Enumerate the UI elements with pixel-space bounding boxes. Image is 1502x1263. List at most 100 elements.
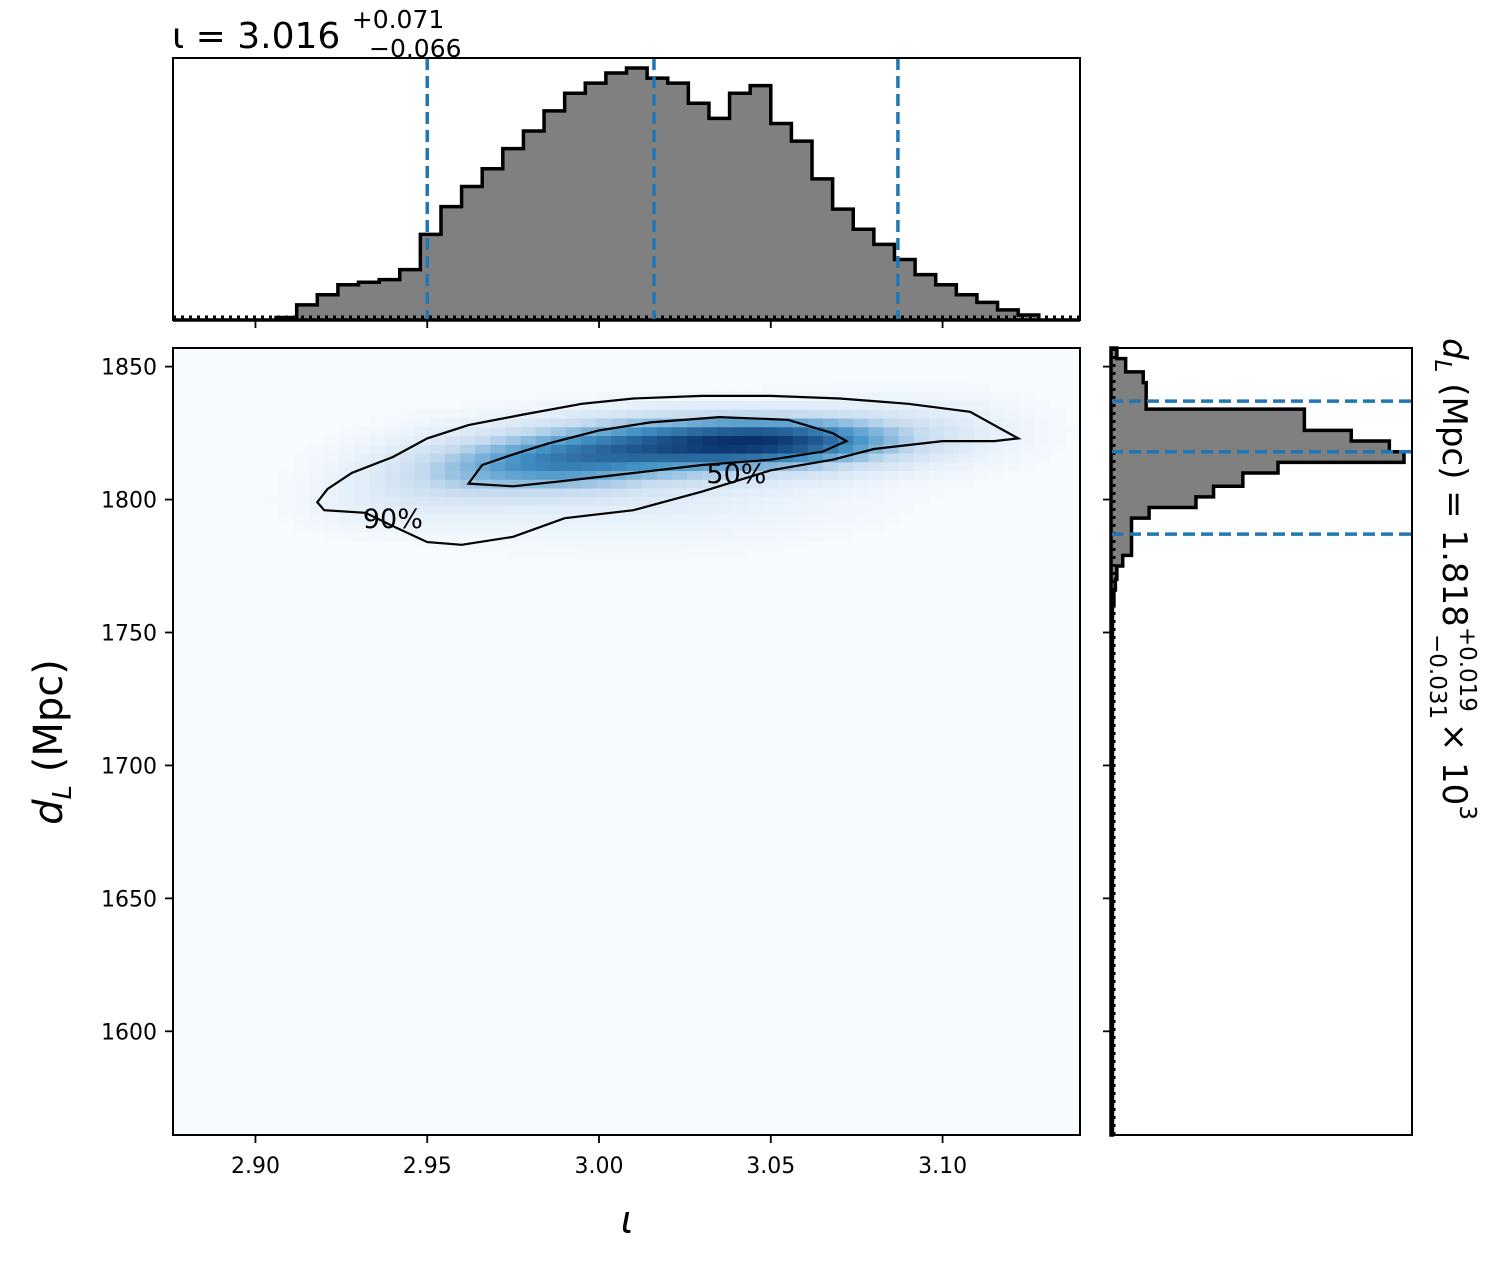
heatmap-cell — [928, 417, 945, 428]
heatmap-cell — [581, 461, 597, 472]
top-frame — [172, 57, 1081, 321]
heatmap-cell — [777, 470, 794, 480]
heatmap-cell — [520, 417, 537, 428]
heatmap-cell — [989, 391, 1006, 402]
heatmap-cell — [429, 522, 446, 533]
heatmap-cell — [898, 487, 915, 498]
heatmap-cell — [792, 479, 809, 489]
heatmap-cell — [641, 452, 658, 463]
heatmap-cell — [792, 514, 809, 524]
heatmap-cell — [853, 452, 869, 463]
heatmap-cell — [702, 409, 718, 419]
heatmap-cell — [717, 444, 733, 454]
heatmap-cell — [505, 522, 522, 533]
heatmap-cell — [792, 435, 809, 445]
heatmap-cell — [702, 470, 718, 480]
heatmap-cell — [656, 505, 673, 515]
heatmap-cell — [959, 479, 975, 489]
heatmap-cell — [928, 382, 945, 393]
heatmap-cell — [671, 514, 688, 524]
heatmap-cell — [792, 531, 809, 541]
heatmap-cell — [626, 426, 643, 437]
heatmap-cell — [928, 470, 945, 480]
heatmap-cell — [566, 487, 582, 498]
heatmap-cell — [460, 470, 476, 480]
heatmap-cell — [475, 531, 492, 541]
heatmap-cell — [974, 409, 990, 419]
heatmap-cell — [928, 461, 945, 472]
heatmap-cell — [777, 382, 794, 393]
heatmap-cell — [414, 426, 431, 437]
heatmap-cell — [717, 417, 733, 428]
heatmap-cell — [535, 505, 552, 515]
heatmap-cell — [913, 409, 930, 419]
heatmap-cell — [626, 461, 643, 472]
heatmap-cell — [656, 400, 673, 410]
heatmap-cell — [445, 444, 461, 454]
heatmap-cell — [611, 435, 628, 445]
heatmap-cell — [717, 505, 733, 515]
heatmap-cell — [399, 470, 416, 480]
heatmap-cell — [974, 426, 990, 437]
heatmap-cell — [747, 487, 764, 498]
x-tick-label: 3.00 — [575, 1154, 624, 1179]
heatmap-cell — [777, 400, 794, 410]
heatmap-cell — [838, 382, 854, 393]
heatmap-cell — [868, 514, 885, 524]
heatmap-cell — [853, 426, 869, 437]
heatmap-cell — [429, 496, 446, 506]
heatmap-cell — [460, 417, 476, 428]
heatmap-cell — [550, 417, 567, 428]
heatmap-cell — [550, 522, 567, 533]
heatmap-cell — [838, 505, 854, 515]
heatmap-cell — [1034, 444, 1051, 454]
heatmap-cell — [596, 479, 612, 489]
heatmap-cell — [339, 435, 355, 445]
heatmap-cell — [566, 417, 582, 428]
x-tick-label: 2.95 — [403, 1154, 452, 1179]
heatmap-cell — [671, 444, 688, 454]
heatmap-cell — [823, 409, 839, 419]
heatmap-cell — [853, 400, 869, 410]
heatmap-cell — [838, 531, 854, 541]
heatmap-cell — [505, 417, 522, 428]
heatmap-cell — [1034, 417, 1051, 428]
heatmap-cell — [581, 487, 597, 498]
y-axis-title-symbol: d — [26, 799, 72, 825]
heatmap-cell — [309, 452, 325, 463]
heatmap-cell — [445, 514, 461, 524]
heatmap-cell — [717, 452, 733, 463]
heatmap-cell — [611, 496, 628, 506]
heatmap-cell — [414, 505, 431, 515]
heatmap-cell — [414, 417, 431, 428]
heatmap-cell — [989, 400, 1006, 410]
heatmap-cell — [777, 531, 794, 541]
heatmap-cell — [989, 417, 1006, 428]
heatmap-cell — [429, 417, 446, 428]
heatmap-cell — [853, 417, 869, 428]
heatmap-cell — [686, 496, 703, 506]
heatmap-cell — [460, 496, 476, 506]
heatmap-cell — [505, 435, 522, 445]
heatmap-cell — [490, 479, 507, 489]
heatmap-cell — [566, 496, 582, 506]
heatmap-cell — [686, 400, 703, 410]
joint-density-panel: 90% 50% 2.90 2.95 3.00 3.05 3.10 1850 1800 1750 17… — [101, 347, 1081, 1179]
heatmap-cell — [838, 391, 854, 402]
heatmap-cell — [626, 549, 643, 559]
heatmap-cell — [490, 470, 507, 480]
heatmap-cell — [505, 479, 522, 489]
heatmap-cell — [369, 426, 386, 437]
heatmap-cell — [596, 514, 612, 524]
heatmap-cell — [611, 452, 628, 463]
heatmap-cell — [807, 417, 824, 428]
heatmap-cell — [581, 531, 597, 541]
heatmap-cell — [535, 540, 552, 550]
heatmap-cell — [762, 479, 779, 489]
heatmap-cell — [626, 522, 643, 533]
heatmap-cell — [611, 417, 628, 428]
heatmap-cell — [702, 540, 718, 550]
heatmap-cell — [460, 426, 476, 437]
heatmap-cell — [520, 435, 537, 445]
heatmap-cell — [596, 409, 612, 419]
